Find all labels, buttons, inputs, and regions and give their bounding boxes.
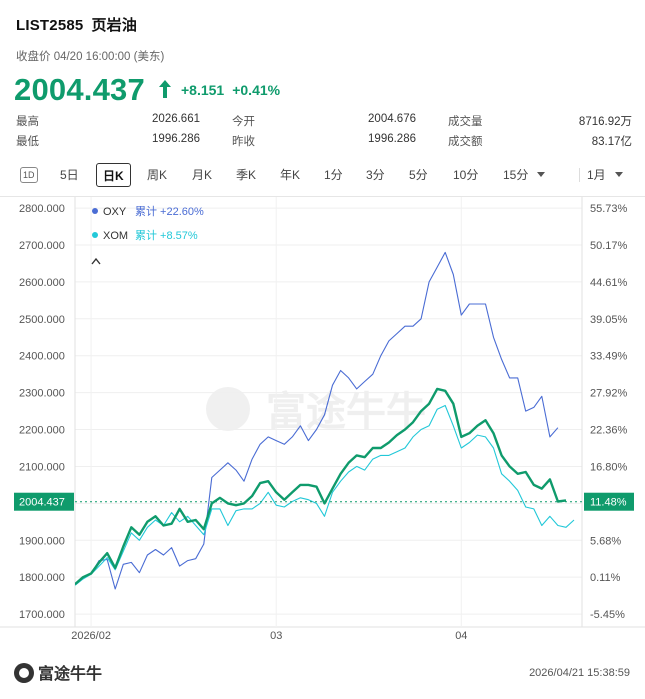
page-title: LIST2585 页岩油 [16,14,137,35]
legend-cumulative: 累计 +8.57% [135,229,198,242]
tab-yearly-k[interactable]: 年K [280,168,301,182]
stat-low-label: 最低 [16,136,39,148]
brand-mark-icon [14,663,34,683]
tab-1month-dropdown[interactable]: 1月 [583,163,627,187]
stat-high-label: 最高 [16,116,39,128]
stats-row: 最低 1996.286 昨收 1996.286 成交额 83.17亿 [16,133,632,153]
tab-10min[interactable]: 10分 [453,168,479,182]
brand-logo: 富途牛牛 [14,660,102,684]
arrow-up-icon [159,80,171,98]
timestamp: 2026/04/21 15:38:59 [529,667,630,679]
tab-weekly-k[interactable]: 周K [147,168,168,182]
y-tick-label: 2600.000 [19,277,65,289]
chevron-down-icon [537,172,546,177]
tabs-divider [0,196,645,197]
price-change: +8.151 +0.41% [181,82,280,98]
watermark-logo: 富途牛牛 [206,387,426,434]
stats-panel: 最高 2026.661 今开 2004.676 成交量 8716.92万 最低 … [16,113,632,153]
y-right-tick-label: -5.45% [590,609,625,621]
y-right-tick-label: 55.73% [590,203,628,215]
series-lines [75,251,575,590]
tab-divider [579,168,580,182]
y-right-tick-label: 22.36% [590,425,628,437]
symbol-code: LIST2585 [16,17,84,34]
legend: OXY 累计 +22.60% XOM 累计 +8.57% [92,205,204,242]
grid-lines [0,197,645,628]
chevron-down-icon [614,172,623,177]
tab-quarterly-k[interactable]: 季K [236,168,257,182]
tab-monthly-k[interactable]: 月K [192,168,213,182]
index-name: 页岩油 [91,17,138,34]
tab-daily-k[interactable]: 日K [96,163,131,187]
tab-15min-label: 15分 [503,168,529,182]
tab-5min[interactable]: 5分 [409,168,428,182]
series-line-oxy [75,251,559,590]
tab-3min[interactable]: 3分 [366,168,385,182]
stat-turnover-value: 83.17亿 [591,136,632,148]
tab-1d[interactable]: 1D [20,167,38,183]
y-right-tick-label: 0.11% [590,572,621,584]
stat-volume-value: 8716.92万 [578,116,632,128]
y-tick-label: 2500.000 [19,314,65,326]
current-pct-label: 11.48% [590,497,627,509]
tab-15min-dropdown[interactable]: 15分 [499,163,549,187]
y-tick-label: 1800.000 [19,572,65,584]
stat-prevclose-label: 昨收 [232,136,255,148]
chevron-up-icon[interactable] [91,257,101,265]
stat-low-value: 1996.286 [152,133,200,145]
stat-high-value: 2026.661 [152,113,200,125]
last-price: 2004.437 [14,72,145,107]
watermark-text: 富途牛牛 [266,389,426,434]
y-right-tick-label: 44.61% [590,277,628,289]
stats-row: 最高 2026.661 今开 2004.676 成交量 8716.92万 [16,113,632,133]
price-chart[interactable]: 富途牛牛 2800.000 2700.000 2600.000 2500.000 240… [0,197,645,652]
change-percent: +0.41% [232,82,281,98]
close-status: 收盘价 04/20 16:00:00 (美东) [16,51,165,63]
y-tick-label: 2300.000 [19,388,65,400]
y-tick-label: 2400.000 [19,351,65,363]
current-price-tag [14,492,74,511]
series-line-页岩油 [75,387,567,586]
y-tick-label: 2200.000 [19,425,65,437]
y-axis-right: 55.73% 50.17% 44.61% 39.05% 33.49% 27.92% 22.3… [590,203,628,621]
tab-1min[interactable]: 1分 [324,168,343,182]
legend-cumulative: 累计 +22.60% [135,205,204,218]
tab-5day[interactable]: 5日 [60,168,79,182]
stat-prevclose-value: 1996.286 [368,133,416,145]
stat-volume-label: 成交量 [448,116,483,128]
brand-name: 富途牛牛 [38,666,103,683]
y-axis-left: 2800.000 2700.000 2600.000 2500.000 2400.000… [19,203,65,621]
legend-symbol: XOM [103,230,128,242]
y-tick-label: 2100.000 [19,461,65,473]
tab-1month-label: 1月 [587,168,606,182]
current-price-marker: 2004.437 11.48% [14,492,634,511]
x-tick-label: 04 [455,630,467,642]
y-right-tick-label: 27.92% [590,388,628,400]
y-tick-label: 1700.000 [19,609,65,621]
x-tick-label: 2026/02 [71,630,111,642]
stat-open-value: 2004.676 [368,113,416,125]
legend-dot [92,208,98,214]
stat-open-label: 今开 [232,116,255,128]
change-value: +8.151 [181,82,225,98]
y-tick-label: 1900.000 [19,535,65,547]
current-price-label: 2004.437 [19,497,65,509]
footer: 富途牛牛 2026/04/21 15:38:59 [0,652,645,699]
legend-dot [92,232,98,238]
y-right-tick-label: 39.05% [590,314,628,326]
y-tick-label: 2700.000 [19,240,65,252]
x-axis: 2026/02 03 04 [71,630,467,642]
y-tick-label: 2800.000 [19,203,65,215]
x-tick-label: 03 [270,630,282,642]
stat-turnover-label: 成交额 [448,136,483,148]
y-right-tick-label: 16.80% [590,461,628,473]
y-right-tick-label: 50.17% [590,240,628,252]
legend-symbol: OXY [103,206,127,218]
series-line-xom [75,404,575,586]
y-right-tick-label: 33.49% [590,351,628,363]
current-pct-tag [584,492,634,511]
period-tabs: 1D 5日 日K 周K 月K 季K 年K 1分 3分 5分 10分 15分 1月 [14,161,632,189]
y-right-tick-label: 5.68% [590,535,621,547]
